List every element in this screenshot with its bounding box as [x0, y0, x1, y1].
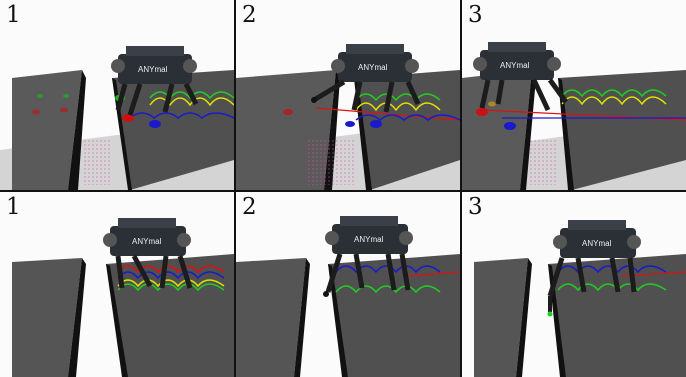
panel-top-2: ANYmal 2 [236, 0, 460, 190]
panel-number: 1 [6, 194, 21, 220]
scene-bottom-3: ANYmal [462, 192, 686, 377]
divider-horizontal [0, 190, 686, 192]
panel-number: 1 [6, 2, 21, 28]
scene-top-2: ANYmal [236, 0, 460, 190]
panel-bottom-2: ANYmal 2 [236, 192, 460, 377]
panel-bottom-3: ANYmal 3 [462, 192, 686, 377]
panel-number: 3 [468, 194, 483, 220]
panel-bottom-1: ANYmal 1 [0, 192, 234, 377]
scene-top-1: ANYmal [0, 0, 234, 190]
robot-logo: ANYmal [500, 61, 530, 70]
scene-top-3: ANYmal [462, 0, 686, 190]
panel-number: 2 [242, 2, 257, 28]
divider-vertical-2 [460, 0, 462, 377]
scene-bottom-2: ANYmal [236, 192, 460, 377]
panel-number: 2 [242, 194, 257, 220]
divider-vertical-1 [234, 0, 236, 377]
robot-logo: ANYmal [358, 63, 388, 72]
robot-logo: ANYmal [354, 235, 384, 244]
robot-logo: ANYmal [132, 237, 162, 246]
panel-top-3: ANYmal 3 [462, 0, 686, 190]
panel-top-1: ANYmal 1 [0, 0, 234, 190]
scene-bottom-1: ANYmal [0, 192, 234, 377]
robot-logo: ANYmal [138, 65, 168, 74]
panel-number: 3 [468, 2, 483, 28]
robot-logo: ANYmal [582, 239, 612, 248]
